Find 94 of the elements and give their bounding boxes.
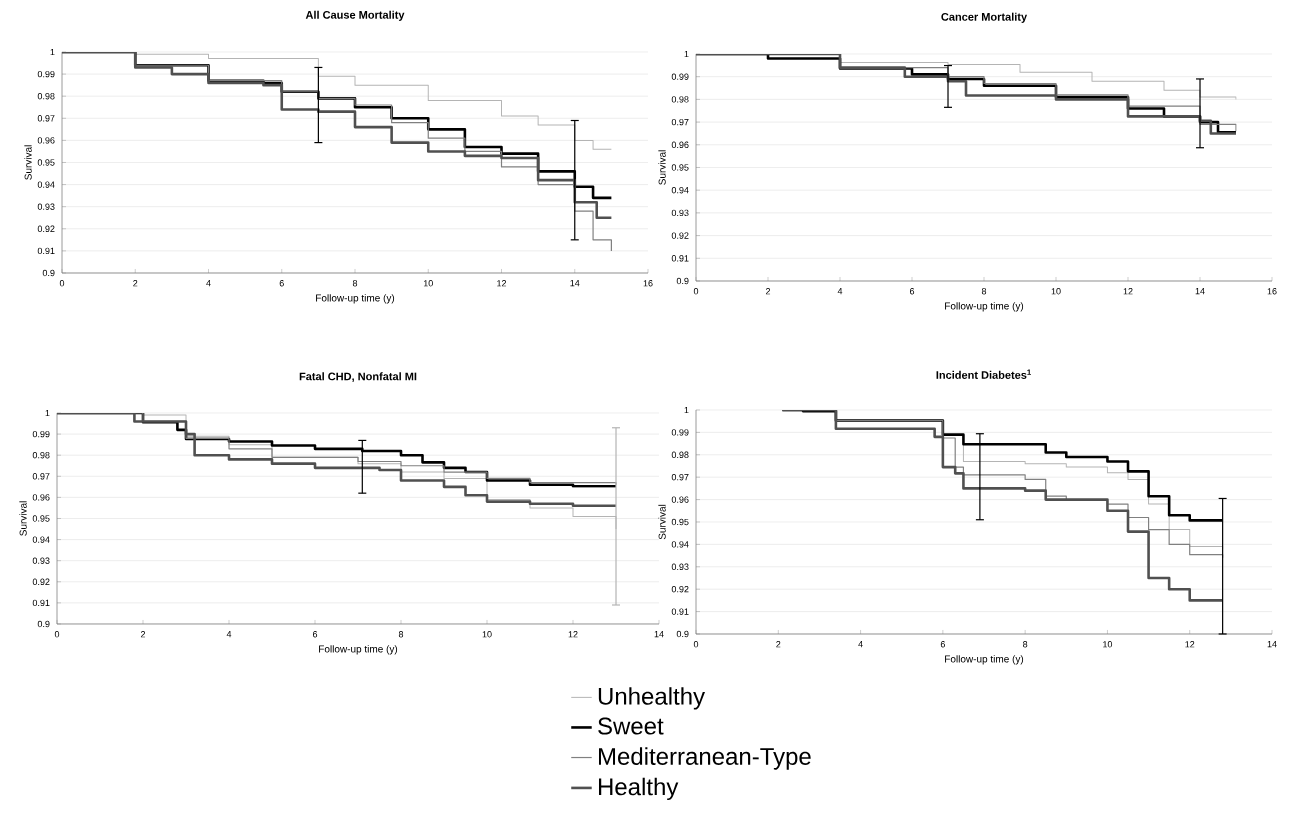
x-tick-label: 0 xyxy=(54,631,60,638)
y-tick-label: 0.94 xyxy=(37,181,55,188)
y-tick-label: 0.99 xyxy=(671,73,689,80)
x-tick-label: 10 xyxy=(1103,641,1113,648)
x-tick-label: 6 xyxy=(279,280,284,287)
x-axis-title: Follow-up time (y) xyxy=(945,302,1024,312)
y-tick-label: 0.96 xyxy=(32,494,50,501)
y-tick-label: 0.9 xyxy=(42,269,55,277)
y-tick-label: 0.9 xyxy=(37,620,50,628)
x-tick-label: 6 xyxy=(909,288,915,295)
x-tick-label: 0 xyxy=(693,288,699,295)
y-tick-label: 0.98 xyxy=(32,452,50,459)
y-tick-label: 0.95 xyxy=(671,518,689,526)
y-tick-label: 0.97 xyxy=(32,473,50,480)
x-tick-label: 6 xyxy=(312,631,318,638)
x-tick-label: 2 xyxy=(765,288,771,295)
x-tick-label: 10 xyxy=(423,280,433,287)
x-tick-label: 4 xyxy=(837,288,843,295)
x-tick-label: 8 xyxy=(352,280,358,287)
x-axis-title: Follow-up time (y) xyxy=(316,294,395,304)
y-tick-label: 1 xyxy=(684,50,689,58)
x-tick-label: 12 xyxy=(1185,641,1195,648)
y-tick-label: 0.93 xyxy=(671,563,689,570)
y-tick-label: 0.91 xyxy=(32,599,50,607)
x-tick-label: 0 xyxy=(59,280,65,287)
y-tick-label: 0.97 xyxy=(37,115,55,122)
y-tick-label: 0.91 xyxy=(671,255,689,262)
x-tick-label: 16 xyxy=(643,280,653,287)
y-tick-label: 0.91 xyxy=(37,247,55,255)
x-tick-label: 12 xyxy=(568,631,578,638)
x-tick-label: 10 xyxy=(1051,288,1061,295)
chart-title: Incident Diabetes$^{1}$ xyxy=(936,369,1031,379)
y-tick-label: 0.98 xyxy=(37,93,55,100)
legend-label: Sweet xyxy=(598,717,664,735)
x-tick-label: 10 xyxy=(482,631,492,638)
x-tick-label: 2 xyxy=(776,641,781,648)
x-tick-label: 14 xyxy=(570,280,580,287)
x-tick-label: 14 xyxy=(1267,641,1277,648)
x-tick-label: 2 xyxy=(133,280,138,287)
y-tick-label: 0.99 xyxy=(32,430,50,438)
x-tick-label: 6 xyxy=(940,641,945,648)
y-tick-label: 0.93 xyxy=(37,203,55,210)
x-tick-label: 8 xyxy=(1023,641,1028,648)
x-tick-label: 14 xyxy=(1195,288,1205,295)
y-tick-label: 0.97 xyxy=(671,118,689,126)
x-tick-label: 8 xyxy=(398,631,404,638)
y-axis-title: Survival xyxy=(658,150,666,185)
y-tick-label: 0.94 xyxy=(671,187,689,194)
y-tick-label: 0.97 xyxy=(671,474,689,481)
legend-label: Healthy xyxy=(598,777,679,801)
x-tick-label: 0 xyxy=(693,641,699,648)
y-tick-label: 0.96 xyxy=(37,137,55,144)
x-tick-label: 4 xyxy=(226,631,232,638)
y-tick-label: 0.95 xyxy=(671,164,689,171)
x-tick-label: 4 xyxy=(858,641,863,648)
x-tick-label: 4 xyxy=(206,280,211,287)
y-tick-label: 0.98 xyxy=(671,451,689,458)
y-tick-label: 0.99 xyxy=(37,70,55,78)
x-tick-label: 12 xyxy=(497,280,507,287)
y-tick-label: 0.9 xyxy=(676,630,689,638)
y-tick-label: 0.94 xyxy=(32,536,50,543)
x-tick-label: 2 xyxy=(140,631,146,638)
y-tick-label: 0.96 xyxy=(671,141,689,148)
y-tick-label: 0.95 xyxy=(37,159,55,166)
x-tick-label: 8 xyxy=(981,288,987,295)
y-tick-label: 0.93 xyxy=(32,557,50,564)
y-tick-label: 0.92 xyxy=(671,232,689,239)
x-tick-label: 16 xyxy=(1267,288,1277,295)
legend-label: Unhealthy xyxy=(598,687,706,710)
chart-title: Cancer Mortality xyxy=(941,12,1028,23)
y-axis-title: Survival xyxy=(658,504,666,540)
x-axis-title: Follow-up time (y) xyxy=(319,645,398,655)
y-tick-label: 0.96 xyxy=(671,496,689,503)
x-tick-label: 14 xyxy=(654,631,664,638)
y-tick-label: 0.9 xyxy=(676,277,689,285)
y-tick-label: 0.92 xyxy=(32,578,50,585)
y-tick-label: 0.93 xyxy=(671,209,689,217)
y-tick-label: 0.92 xyxy=(671,586,689,593)
chart-title: All Cause Mortality xyxy=(305,10,405,21)
y-tick-label: 1 xyxy=(45,409,50,417)
x-axis-title: Follow-up time (y) xyxy=(945,655,1024,665)
y-tick-label: 1 xyxy=(684,406,689,414)
x-tick-label: 12 xyxy=(1123,288,1133,295)
y-tick-label: 0.94 xyxy=(671,541,689,548)
y-tick-label: 0.99 xyxy=(671,429,689,436)
y-tick-label: 0.92 xyxy=(37,225,55,232)
y-tick-label: 1 xyxy=(50,48,55,56)
y-tick-label: 0.95 xyxy=(32,515,50,522)
y-axis-title: Survival xyxy=(24,145,32,180)
legend-label: Mediterranean-Type xyxy=(598,747,811,770)
y-tick-label: 0.91 xyxy=(671,608,689,615)
y-tick-label: 0.98 xyxy=(671,96,689,103)
y-axis-title: Survival xyxy=(19,501,27,536)
chart-title: Fatal CHD, Nonfatal MI xyxy=(299,372,417,382)
